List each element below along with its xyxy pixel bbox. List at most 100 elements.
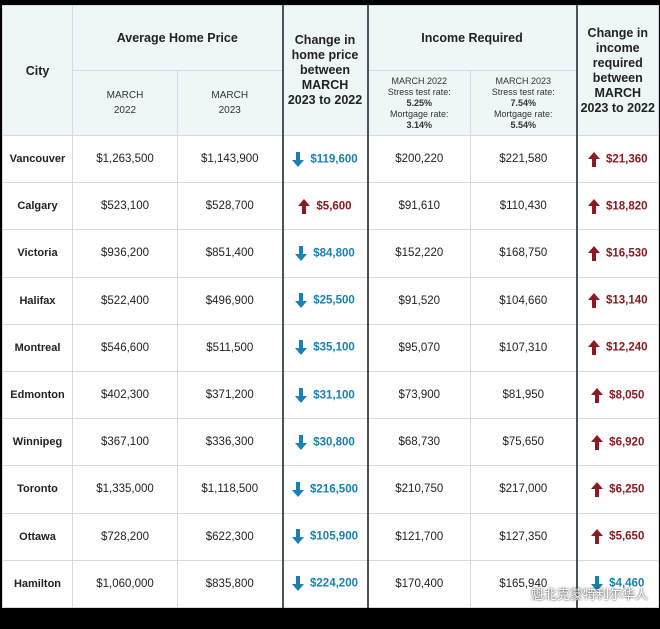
mortgage-rate: 5.54% <box>510 119 537 130</box>
arrow-up <box>587 151 600 167</box>
change-cell: $8,050 <box>575 370 660 420</box>
table-container: City Average Home Price Change in home p… <box>2 5 660 608</box>
arrow-shape <box>292 481 305 497</box>
change-cell: $5,600 <box>281 182 369 231</box>
arrow-shape <box>587 340 600 356</box>
city: Halifax <box>2 276 73 325</box>
value-cell: $104,660 <box>469 276 578 325</box>
change-value: $31,100 <box>313 389 355 402</box>
value-cell: $367,100 <box>72 418 178 467</box>
change-cell: $5,650 <box>575 512 660 561</box>
city: Edmonton <box>2 370 73 420</box>
arrow-down <box>295 293 308 309</box>
value-cell: $546,600 <box>72 323 178 372</box>
arrow-shape <box>591 387 604 403</box>
arrow-down <box>292 481 305 497</box>
arrow-shape <box>591 434 604 450</box>
arrow-shape <box>295 340 308 356</box>
change-value: $18,820 <box>605 200 648 213</box>
arrow-shape <box>587 151 600 167</box>
value-cell: $402,300 <box>72 370 178 420</box>
arrow-down <box>295 434 308 450</box>
header-income: Income Required <box>366 5 578 71</box>
row: Montreal $546,600 $511,500 $35,100 $95,070 $1… <box>2 323 660 372</box>
change-cell: $12,240 <box>575 323 660 372</box>
city: Winnipeg <box>2 418 73 467</box>
value-cell: $91,520 <box>367 276 471 325</box>
arrow-shape <box>292 151 305 167</box>
value-cell: $936,200 <box>72 229 178 278</box>
change-cell: $25,500 <box>281 276 369 325</box>
change-value: $6,920 <box>609 436 645 449</box>
row: Calgary $523,100 $528,700 $5,600 $91,610 $110… <box>2 182 660 231</box>
arrow-down <box>295 340 308 356</box>
change-cell: $119,600 <box>281 134 369 184</box>
value-cell: $210,750 <box>367 465 471 514</box>
header-price-year: MARCH 2022 <box>72 70 178 136</box>
change-cell: $30,800 <box>281 418 369 467</box>
housing-table: City Average Home Price Change in home p… <box>2 5 660 608</box>
change-cell: $31,100 <box>281 370 369 420</box>
arrow-up <box>587 293 600 309</box>
change-value: $216,500 <box>310 483 358 496</box>
change-cell: $105,900 <box>281 512 369 561</box>
change-cell: $6,920 <box>575 418 660 467</box>
income-date: MARCH 2023 <box>495 75 552 86</box>
arrow-shape <box>591 529 604 545</box>
change-value: $105,900 <box>310 530 358 543</box>
change-value: $21,360 <box>605 153 648 166</box>
change-value: $5,600 <box>316 200 352 213</box>
city: Vancouver <box>2 134 73 184</box>
value-cell: $511,500 <box>177 323 283 372</box>
header-change-income: Change in income required between MARCH … <box>575 5 660 136</box>
header-avg-price: Average Home Price <box>72 5 283 71</box>
income-date: MARCH 2022 <box>391 75 448 86</box>
arrow-shape <box>587 245 600 261</box>
change-value: $6,250 <box>609 483 645 496</box>
change-value: $16,530 <box>605 247 648 260</box>
arrow-down <box>292 151 305 167</box>
header-income-year: MARCH 2023 Stress test rate: 7.54% Mortgage… <box>469 70 578 136</box>
value-cell: $1,118,500 <box>177 465 283 514</box>
change-value: $5,650 <box>609 530 645 543</box>
value-cell: $110,430 <box>469 182 578 231</box>
change-value: $35,100 <box>313 341 355 354</box>
change-cell: $216,500 <box>281 465 369 514</box>
city: Hamilton <box>2 559 73 608</box>
value-cell: $522,400 <box>72 276 178 325</box>
arrow-shape <box>298 198 311 214</box>
change-cell: $13,140 <box>575 276 660 325</box>
change-value: $8,050 <box>609 389 645 402</box>
arrow-up <box>591 434 604 450</box>
change-value: $13,140 <box>605 294 648 307</box>
city: Calgary <box>2 182 73 231</box>
row: Vancouver $1,263,500 $1,143,900 $119,600 $20… <box>2 134 660 184</box>
row: Ottawa $728,200 $622,300 $105,900 $121,700 $1… <box>2 512 660 561</box>
value-cell: $221,580 <box>469 134 578 184</box>
stress-label: Stress test rate: <box>387 86 451 97</box>
value-cell: $91,610 <box>367 182 471 231</box>
change-value: $4,460 <box>609 577 645 590</box>
arrow-shape <box>295 245 308 261</box>
value-cell: $336,300 <box>177 418 283 467</box>
change-value: $12,240 <box>605 341 648 354</box>
arrow-shape <box>587 198 600 214</box>
change-value: $84,800 <box>313 247 355 260</box>
value-cell: $95,070 <box>367 323 471 372</box>
arrow-shape <box>295 434 308 450</box>
row: Victoria $936,200 $851,400 $84,800 $152,220 $… <box>2 229 660 278</box>
arrow-up <box>591 529 604 545</box>
arrow-shape <box>295 387 308 403</box>
arrow-up <box>591 387 604 403</box>
value-cell: $170,400 <box>367 559 471 608</box>
value-cell: $728,200 <box>72 512 178 561</box>
row: Toronto $1,335,000 $1,118,500 $216,500 $210,… <box>2 465 660 514</box>
value-cell: $200,220 <box>367 134 471 184</box>
header-city: City <box>2 5 73 136</box>
value-cell: $107,310 <box>469 323 578 372</box>
value-cell: $523,100 <box>72 182 178 231</box>
value-cell: $622,300 <box>177 512 283 561</box>
value-cell: $528,700 <box>177 182 283 231</box>
stress-rate: 5.25% <box>406 97 433 108</box>
watermark: 魁北克蒙特利尔华人 <box>530 587 648 602</box>
